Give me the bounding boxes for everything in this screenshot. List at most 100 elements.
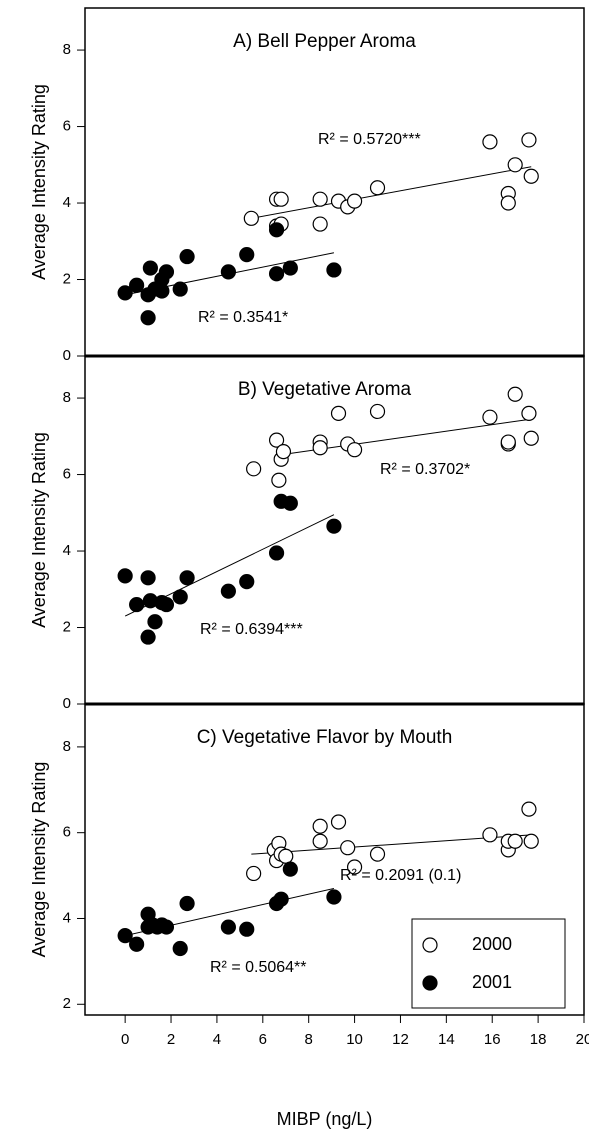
- data-point: [312, 191, 328, 207]
- data-point: [523, 833, 539, 849]
- data-point: [239, 574, 255, 590]
- legend-marker: [422, 975, 438, 991]
- data-point: [312, 216, 328, 232]
- data-point: [117, 285, 133, 301]
- data-point: [147, 614, 163, 630]
- data-point: [346, 442, 363, 458]
- data-point: [278, 848, 294, 864]
- data-point: [243, 210, 259, 226]
- data-point: [268, 432, 285, 448]
- data-point: [129, 596, 145, 613]
- data-point: [172, 281, 188, 297]
- y-tick-label: 0: [63, 695, 71, 712]
- data-point: [330, 405, 347, 421]
- panel-title: A) Bell Pepper Aroma: [233, 31, 416, 52]
- data-point: [282, 260, 298, 276]
- trend-line: [251, 166, 532, 219]
- x-tick-label: 2: [167, 1031, 175, 1048]
- data-point: [369, 846, 386, 862]
- legend-box: [411, 918, 566, 1009]
- y-tick-label: 8: [63, 41, 71, 58]
- x-tick-label: 12: [392, 1031, 409, 1048]
- y-tick-label: 0: [63, 347, 71, 364]
- data-point: [172, 589, 188, 605]
- data-point: [154, 283, 170, 299]
- data-point: [507, 157, 523, 173]
- data-point: [312, 833, 328, 849]
- data-point: [246, 461, 262, 477]
- data-point: [340, 840, 356, 856]
- data-point: [220, 919, 236, 935]
- legend-marker: [422, 937, 438, 953]
- data-point: [179, 248, 195, 265]
- y-axis-label: Average Intensity Rating: [29, 432, 49, 628]
- data-point: [312, 440, 328, 456]
- data-point: [158, 596, 175, 613]
- r-squared-annotation: R² = 0.6394***: [200, 621, 303, 638]
- x-axis-label: MIBP (ng/L): [277, 1109, 373, 1129]
- data-point: [117, 568, 133, 584]
- r-squared-annotation: R² = 0.3702*: [380, 461, 470, 478]
- data-point: [507, 833, 523, 849]
- legend-label: 2001: [472, 972, 512, 992]
- data-point: [521, 405, 537, 421]
- data-point: [268, 545, 285, 561]
- x-tick-label: 6: [259, 1031, 267, 1048]
- data-point: [239, 921, 255, 937]
- y-tick-label: 6: [63, 118, 71, 135]
- y-tick-label: 8: [63, 738, 71, 755]
- legend-label: 2000: [472, 934, 512, 954]
- y-tick-label: 8: [63, 389, 71, 406]
- x-tick-label: 20: [576, 1031, 589, 1048]
- r-squared-annotation: R² = 0.2091 (0.1): [340, 867, 461, 884]
- y-tick-label: 4: [63, 909, 71, 926]
- panel-title: C) Vegetative Flavor by Mouth: [197, 727, 453, 748]
- data-point: [220, 583, 236, 599]
- y-tick-label: 2: [63, 995, 71, 1012]
- x-tick-label: 8: [305, 1031, 313, 1048]
- data-point: [129, 936, 145, 952]
- data-point: [482, 827, 498, 843]
- data-point: [140, 629, 156, 645]
- data-point: [158, 264, 175, 280]
- data-point: [369, 403, 386, 420]
- data-point: [172, 940, 188, 957]
- data-point: [179, 570, 195, 586]
- y-tick-label: 6: [63, 466, 71, 483]
- data-point: [500, 195, 516, 211]
- y-tick-label: 4: [63, 194, 71, 211]
- data-point: [330, 814, 347, 830]
- data-point: [140, 570, 156, 586]
- data-point: [220, 264, 236, 280]
- data-point: [523, 168, 539, 184]
- data-point: [179, 895, 195, 912]
- data-point: [326, 262, 342, 278]
- data-point: [129, 277, 145, 293]
- x-tick-label: 16: [484, 1031, 501, 1048]
- data-point: [273, 891, 289, 907]
- r-squared-annotation: R² = 0.5064**: [210, 959, 307, 976]
- x-tick-label: 0: [121, 1031, 129, 1048]
- data-point: [246, 865, 262, 882]
- data-point: [500, 434, 516, 450]
- x-tick-label: 18: [530, 1031, 547, 1048]
- data-point: [142, 260, 158, 276]
- data-point: [268, 222, 285, 238]
- data-point: [282, 495, 298, 511]
- panel-title: B) Vegetative Aroma: [238, 379, 412, 400]
- y-tick-label: 6: [63, 824, 71, 841]
- panel-frame: [84, 7, 585, 357]
- y-tick-label: 2: [63, 270, 71, 287]
- data-point: [326, 889, 342, 905]
- data-point: [326, 518, 342, 534]
- r-squared-annotation: R² = 0.3541*: [198, 309, 288, 326]
- data-point: [117, 928, 133, 944]
- data-point: [482, 134, 498, 150]
- data-point: [482, 409, 498, 425]
- data-point: [239, 247, 255, 263]
- data-point: [140, 310, 156, 326]
- data-point: [312, 818, 328, 834]
- data-point: [268, 266, 285, 282]
- data-point: [282, 861, 298, 877]
- data-point: [271, 472, 287, 488]
